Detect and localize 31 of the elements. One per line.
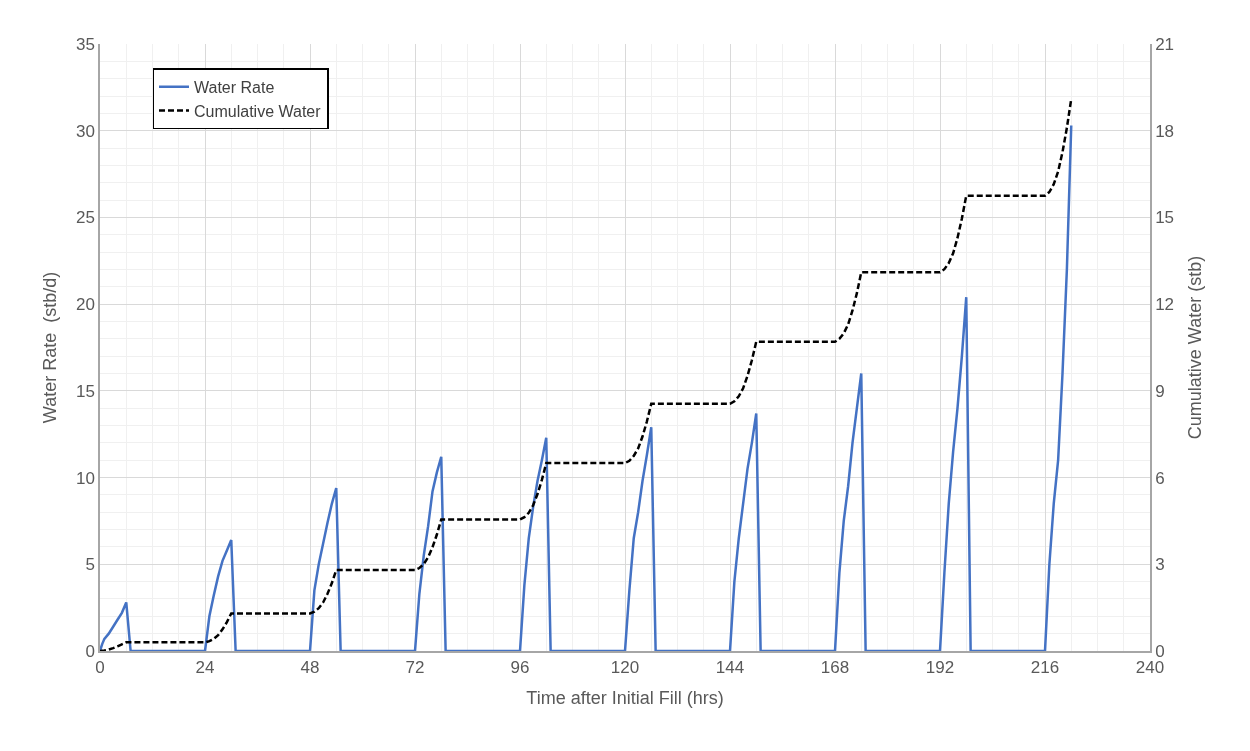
y-axis-title: Water Rate (stb/d): [39, 271, 60, 424]
y-tick-label: 25: [75, 208, 95, 228]
y2-tick-label: 15: [1155, 208, 1175, 228]
legend-label: Cumulative Water: [194, 102, 322, 120]
x-tick-label: 168: [820, 658, 850, 678]
y-tick-label: 20: [75, 295, 95, 315]
x-tick-label: 192: [925, 658, 955, 678]
y-tick-label: 35: [75, 34, 95, 54]
x-tick-label: 120: [610, 658, 640, 678]
y-tick-label: 15: [75, 381, 95, 401]
x-tick-label: 24: [195, 658, 215, 678]
y-tick-label: 30: [75, 121, 95, 141]
x-tick-label: 96: [510, 658, 530, 678]
y2-tick-label: 18: [1155, 121, 1175, 141]
y-tick-label: 0: [85, 641, 95, 661]
y2-axis-title: Cumulative Water (stb): [1184, 255, 1205, 440]
x-tick-label: 144: [715, 658, 745, 678]
y-tick-label: 10: [75, 468, 95, 488]
y2-tick-label: 9: [1155, 381, 1165, 401]
legend-label: Water Rate: [194, 78, 275, 96]
x-tick-label: 216: [1030, 658, 1060, 678]
y2-tick-label: 3: [1155, 555, 1165, 575]
x-axis-title: Time after Initial Fill (hrs): [526, 687, 724, 708]
x-tick-label: 72: [405, 658, 425, 678]
y2-tick-label: 6: [1155, 468, 1165, 488]
x-tick-label: 240: [1135, 658, 1165, 678]
y2-tick-label: 21: [1155, 34, 1175, 54]
y2-tick-label: 0: [1155, 641, 1165, 661]
y-tick-label: 5: [85, 555, 95, 575]
x-tick-label: 48: [300, 658, 320, 678]
y2-tick-label: 12: [1155, 295, 1175, 315]
